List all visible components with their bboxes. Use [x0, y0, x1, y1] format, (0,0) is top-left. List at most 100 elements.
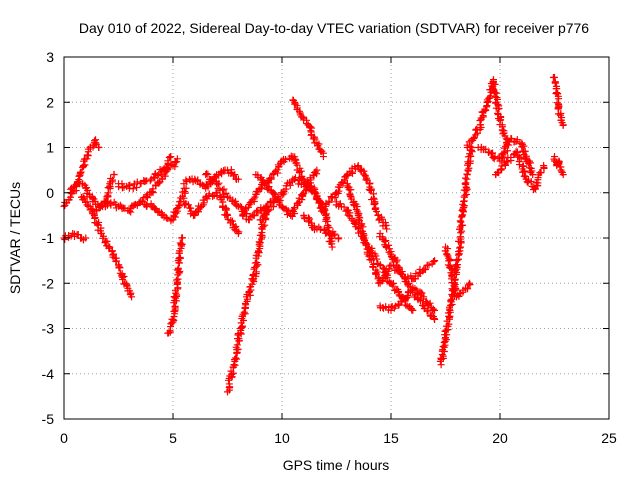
data-marker [523, 158, 531, 166]
data-marker [233, 202, 241, 210]
data-marker [228, 370, 236, 378]
data-marker [240, 308, 248, 316]
data-marker [264, 207, 272, 215]
data-marker [218, 186, 226, 194]
y-tick-label: -1 [42, 230, 55, 246]
data-marker [466, 142, 474, 150]
data-point [328, 243, 336, 251]
data-marker [447, 296, 455, 304]
data-point [455, 248, 463, 256]
data-marker [120, 272, 128, 280]
data-point [383, 225, 391, 233]
data-marker [164, 166, 172, 174]
y-tick-label: 3 [46, 49, 54, 65]
data-marker [551, 78, 559, 86]
data-point [319, 153, 327, 161]
y-tick-label: 1 [46, 140, 54, 156]
data-marker [447, 269, 455, 277]
data-marker [340, 203, 348, 211]
data-point [95, 144, 103, 151]
data-marker [381, 222, 389, 230]
data-point [470, 134, 478, 142]
data-marker [274, 169, 282, 177]
data-marker [378, 215, 386, 223]
data-point [529, 171, 537, 179]
y-tick-label: 2 [46, 94, 54, 110]
x-tick-label: 0 [60, 430, 68, 446]
series-track-14 [252, 166, 321, 220]
data-marker [426, 299, 434, 307]
series-track-2 [60, 229, 90, 244]
data-marker [215, 179, 223, 187]
data-marker [421, 265, 429, 273]
data-point [173, 155, 181, 163]
data-point [234, 229, 242, 237]
data-marker [387, 303, 395, 311]
data-marker [143, 192, 151, 200]
data-marker [246, 291, 254, 299]
data-marker [498, 126, 506, 134]
data-marker [399, 271, 407, 279]
data-marker [317, 198, 325, 206]
data-marker [294, 199, 302, 207]
series-track-5 [92, 153, 175, 216]
data-marker [481, 106, 489, 114]
data-marker [231, 354, 239, 362]
x-tick-label: 10 [274, 430, 290, 446]
data-marker [242, 301, 250, 309]
data-point [559, 121, 567, 129]
data-marker [296, 176, 304, 184]
data-marker [162, 213, 170, 221]
data-marker [492, 98, 500, 106]
data-marker [385, 241, 393, 249]
data-marker [382, 237, 390, 245]
data-marker [365, 246, 373, 254]
data-marker [331, 230, 339, 238]
data-point [287, 211, 295, 219]
data-marker [228, 217, 236, 225]
data-point [234, 175, 242, 183]
data-marker [163, 214, 171, 222]
data-marker [491, 153, 499, 161]
data-marker [375, 273, 383, 281]
data-marker [438, 347, 446, 355]
x-tick-label: 20 [492, 430, 508, 446]
data-point [165, 329, 173, 337]
data-marker [495, 105, 503, 113]
data-marker [250, 211, 258, 219]
data-marker [291, 176, 299, 184]
data-marker [441, 327, 449, 335]
data-marker [282, 156, 290, 164]
data-marker [372, 252, 380, 260]
data-marker [106, 200, 114, 208]
data-marker [501, 132, 509, 140]
data-marker [203, 170, 211, 178]
data-marker [229, 369, 237, 377]
data-marker [296, 109, 304, 117]
data-marker [67, 185, 75, 193]
data-marker [493, 168, 501, 176]
data-marker [370, 200, 378, 208]
data-marker [178, 234, 186, 242]
data-marker [168, 319, 176, 327]
data-marker [239, 317, 247, 324]
axis-ticks: 0 5 10 15 20 25 -5 -4 -3 -2 -1 0 1 2 3 [42, 49, 617, 446]
data-point [374, 211, 382, 219]
series-track-8 [164, 234, 186, 337]
data-marker [223, 205, 231, 213]
y-tick-label: -3 [42, 321, 55, 337]
data-marker [261, 221, 269, 229]
series-track-27 [492, 148, 548, 194]
data-marker [429, 305, 437, 313]
data-point [128, 293, 136, 301]
data-marker [106, 243, 114, 251]
data-marker [549, 73, 557, 81]
data-marker [457, 229, 465, 237]
data-marker [129, 185, 137, 193]
data-marker [413, 286, 421, 294]
series-track-23 [436, 144, 476, 369]
series-track-10 [180, 189, 243, 237]
data-point [182, 184, 190, 192]
data-point [167, 153, 175, 161]
data-marker [231, 171, 239, 179]
